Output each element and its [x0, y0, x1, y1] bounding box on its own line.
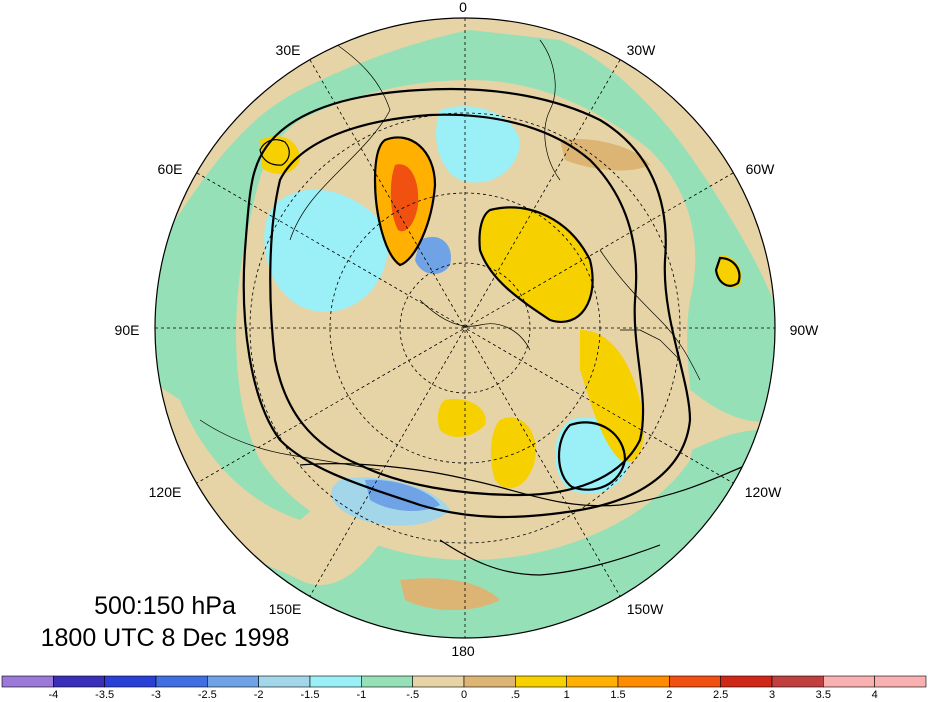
- colorbar-tick-label: 2.5: [713, 689, 729, 701]
- colorbar-tick-label: -1.5: [300, 689, 320, 701]
- colorbar-swatch: [1, 675, 54, 688]
- colorbar-swatch: [874, 675, 927, 688]
- colorbar-tick-label: 3.5: [815, 689, 831, 701]
- lon-label-150w: 150W: [626, 601, 664, 617]
- lon-label-30e: 30E: [275, 42, 301, 58]
- colorbar-tick-label: -4: [48, 689, 59, 701]
- valid-time-caption: 1800 UTC 8 Dec 1998: [40, 624, 290, 652]
- colorbar-tick-label: 0: [460, 689, 468, 701]
- colorbar-swatch: [771, 675, 824, 688]
- colorbar-swatch: [669, 675, 721, 688]
- colorbar-tick-label: -2: [253, 689, 264, 701]
- lon-label-30w: 30W: [626, 42, 656, 58]
- colorbar-tick-label: -3.5: [95, 689, 115, 701]
- lon-label-180: 180: [451, 643, 475, 659]
- colorbar-tick-label: 1: [563, 689, 570, 701]
- colorbar-tick-label: 1.5: [610, 689, 626, 701]
- colorbar-swatch: [823, 675, 875, 688]
- colorbar-swatch: [412, 675, 465, 688]
- lon-label-120w: 120W: [744, 484, 782, 500]
- colorbar: [1, 675, 927, 688]
- colorbar-swatch: [720, 675, 773, 688]
- lon-label-120e: 120E: [148, 484, 182, 500]
- colorbar-swatch: [155, 675, 208, 688]
- colorbar-swatch: [104, 675, 157, 688]
- colorbar-swatch: [258, 675, 311, 688]
- colorbar-swatch: [515, 675, 567, 688]
- pressure-level-caption: 500:150 hPa: [94, 592, 236, 620]
- colorbar-swatch: [53, 675, 105, 688]
- globe-outline: [154, 17, 776, 639]
- colorbar-swatch: [361, 675, 413, 688]
- lon-label-0: 0: [459, 0, 467, 15]
- colorbar-swatch: [309, 675, 362, 688]
- colorbar-tick-label: .5: [510, 689, 520, 701]
- colorbar-tick-label: 4: [871, 689, 878, 701]
- colorbar-tick-label: 3: [768, 689, 776, 701]
- lon-label-60w: 60W: [745, 161, 775, 177]
- colorbar-tick-label: -3: [151, 689, 161, 701]
- colorbar-tick-label: -1: [356, 689, 367, 701]
- lon-label-60e: 60E: [157, 161, 183, 177]
- colorbar-tick-label: -2.5: [197, 689, 217, 701]
- colorbar-swatch: [566, 675, 619, 688]
- colorbar-tick-label: -.5: [406, 689, 420, 701]
- colorbar-tick-label: 2: [666, 689, 673, 701]
- polar-globe: [155, 18, 775, 638]
- lon-label-90w: 90W: [789, 322, 819, 338]
- colorbar-swatch: [617, 675, 670, 688]
- colorbar-swatch: [463, 675, 516, 688]
- colorbar-swatch: [207, 675, 259, 688]
- lon-label-90e: 90E: [114, 322, 140, 338]
- lon-label-150e: 150E: [268, 601, 302, 617]
